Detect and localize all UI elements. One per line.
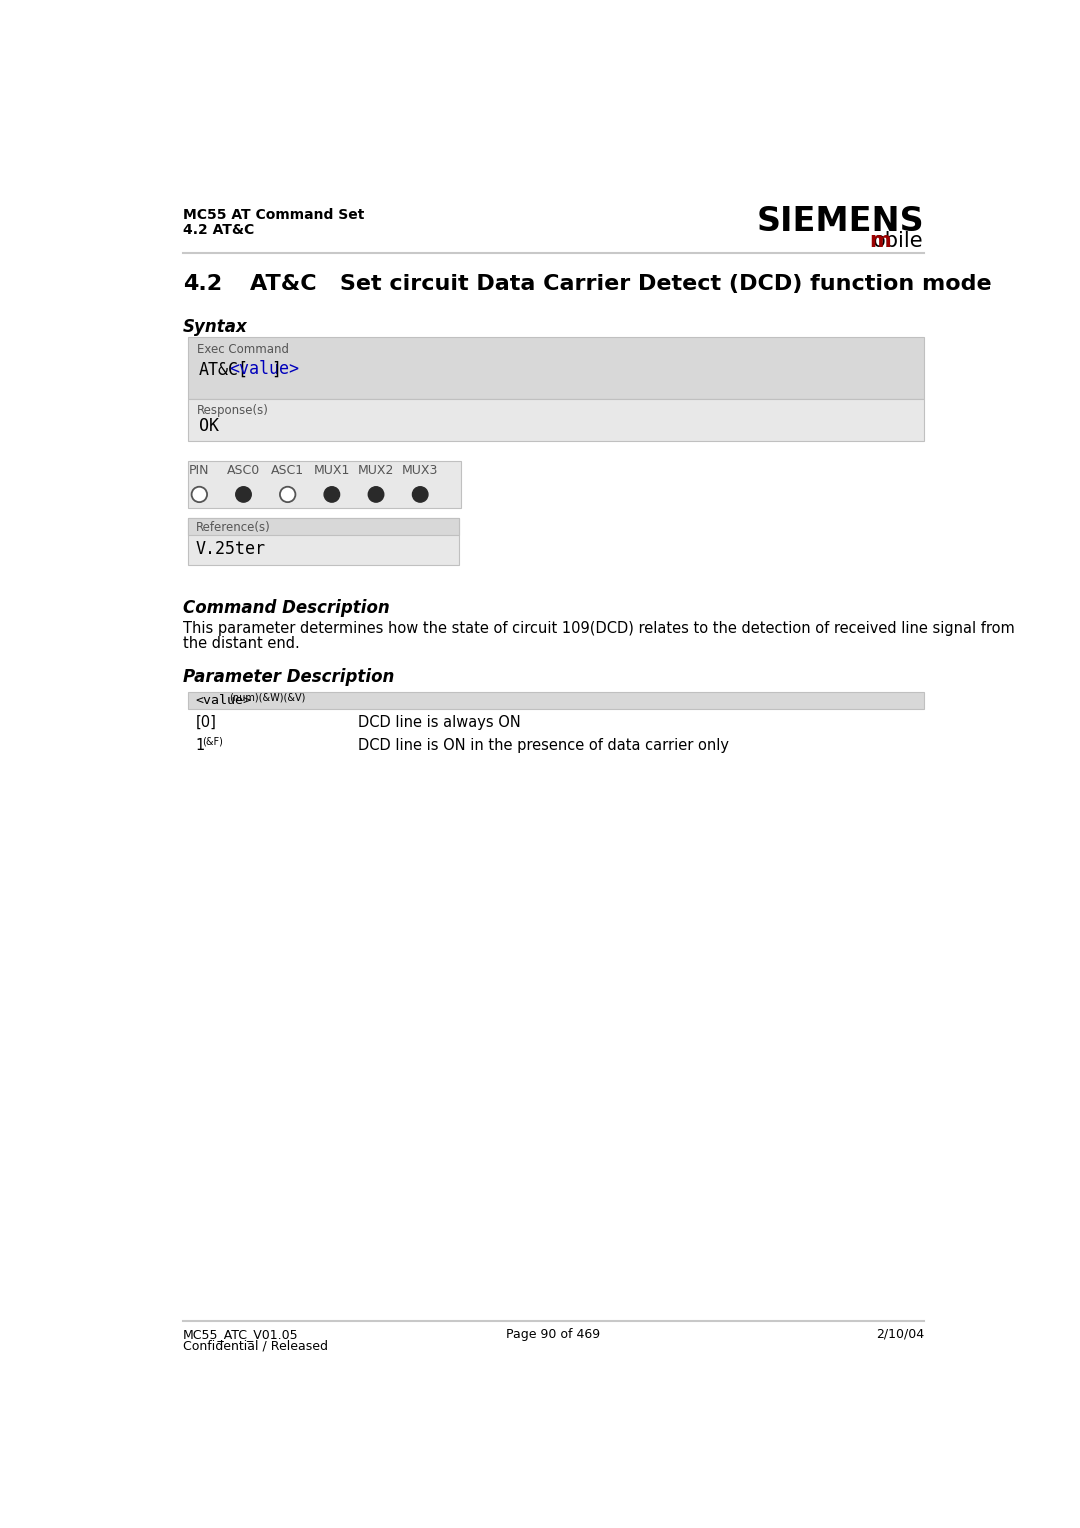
Text: V.25ter: V.25ter <box>195 539 266 558</box>
Text: Syntax: Syntax <box>183 318 247 336</box>
Text: OK: OK <box>199 417 218 435</box>
Text: ]: ] <box>271 361 281 379</box>
Text: Reference(s): Reference(s) <box>195 521 270 535</box>
Text: <value>: <value> <box>195 694 252 707</box>
Text: MC55_ATC_V01.05: MC55_ATC_V01.05 <box>183 1328 299 1340</box>
Text: <value>: <value> <box>229 361 299 379</box>
Text: 2/10/04: 2/10/04 <box>876 1328 924 1340</box>
Circle shape <box>280 487 296 503</box>
Text: 4.2: 4.2 <box>183 274 222 295</box>
Text: Parameter Description: Parameter Description <box>183 668 394 686</box>
Circle shape <box>368 487 383 503</box>
Text: Response(s): Response(s) <box>197 403 269 417</box>
Text: DCD line is always ON: DCD line is always ON <box>359 715 521 730</box>
Circle shape <box>235 487 252 503</box>
Text: MUX2: MUX2 <box>357 465 394 477</box>
Text: MUX1: MUX1 <box>313 465 350 477</box>
Text: 1: 1 <box>195 738 205 753</box>
Text: Exec Command: Exec Command <box>197 342 289 356</box>
FancyBboxPatch shape <box>188 338 924 399</box>
Text: m: m <box>869 231 891 251</box>
Text: (&F): (&F) <box>202 736 224 746</box>
Text: (num)(&W)(&V): (num)(&W)(&V) <box>229 692 306 703</box>
Text: obile: obile <box>874 231 924 251</box>
Text: This parameter determines how the state of circuit 109(DCD) relates to the detec: This parameter determines how the state … <box>183 620 1015 636</box>
Text: Page 90 of 469: Page 90 of 469 <box>507 1328 600 1340</box>
Text: ASC1: ASC1 <box>271 465 305 477</box>
Text: DCD line is ON in the presence of data carrier only: DCD line is ON in the presence of data c… <box>359 738 729 753</box>
Text: Confidential / Released: Confidential / Released <box>183 1340 328 1352</box>
FancyBboxPatch shape <box>188 460 460 509</box>
Text: PIN: PIN <box>189 465 210 477</box>
Circle shape <box>324 487 339 503</box>
Text: AT&C   Set circuit Data Carrier Detect (DCD) function mode: AT&C Set circuit Data Carrier Detect (DC… <box>249 274 991 295</box>
FancyBboxPatch shape <box>188 518 459 564</box>
Circle shape <box>413 487 428 503</box>
Text: SIEMENS: SIEMENS <box>756 205 924 238</box>
Text: MUX3: MUX3 <box>402 465 438 477</box>
Text: [0]: [0] <box>195 715 216 730</box>
FancyBboxPatch shape <box>188 399 924 442</box>
FancyBboxPatch shape <box>188 518 459 535</box>
FancyBboxPatch shape <box>188 692 924 709</box>
Text: MC55 AT Command Set: MC55 AT Command Set <box>183 208 364 222</box>
Text: the distant end.: the distant end. <box>183 636 300 651</box>
Text: Command Description: Command Description <box>183 599 390 617</box>
Text: 4.2 AT&C: 4.2 AT&C <box>183 223 254 237</box>
Text: ASC0: ASC0 <box>227 465 260 477</box>
Text: AT&C[: AT&C[ <box>199 361 248 379</box>
Circle shape <box>191 487 207 503</box>
